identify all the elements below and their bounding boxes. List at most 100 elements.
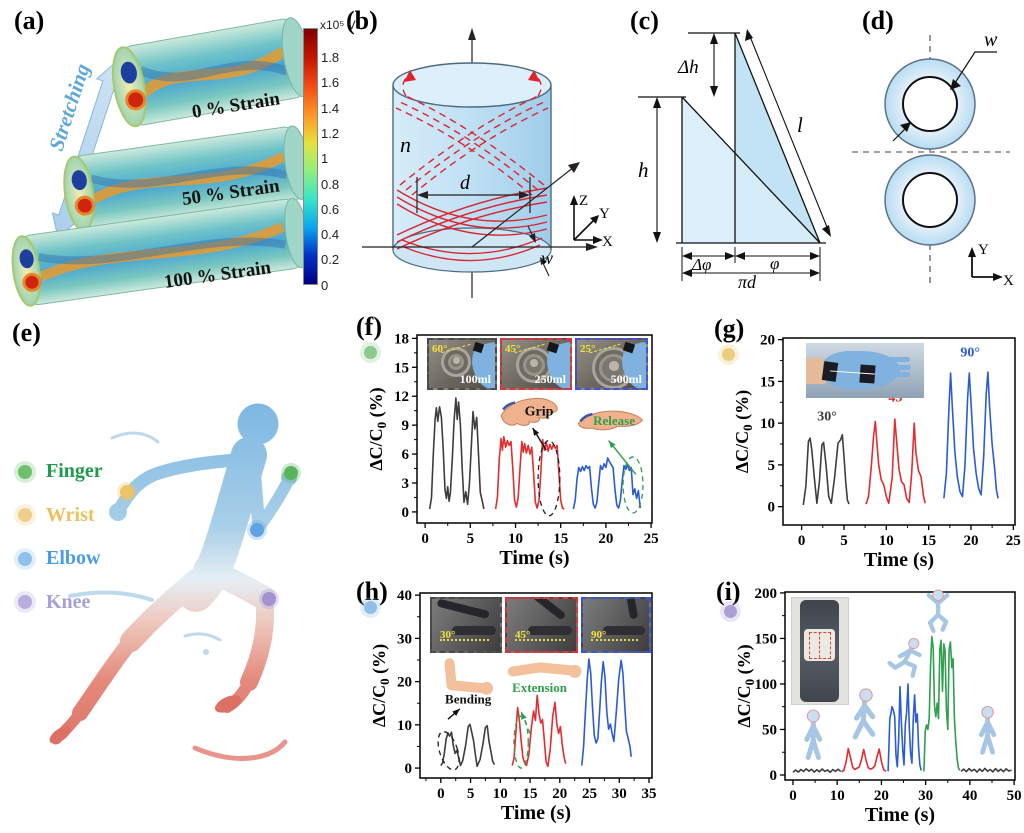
bent-arm-icon bbox=[444, 658, 494, 695]
colorbar-tick: 0.4 bbox=[321, 227, 340, 243]
beaker-highlight bbox=[609, 361, 619, 371]
inset-angle-label: 45° bbox=[505, 343, 521, 355]
runner-head bbox=[237, 403, 279, 445]
elbow-arm bbox=[518, 599, 567, 622]
extended-arm bbox=[507, 662, 576, 677]
arrow-head bbox=[608, 440, 616, 449]
finger-legend-label: Finger bbox=[46, 460, 103, 482]
stand-person-icon bbox=[804, 709, 823, 761]
y-tick-label: 30 bbox=[397, 631, 412, 647]
trace-standing-2 bbox=[960, 767, 1012, 773]
x-tick-label: 0 bbox=[421, 531, 429, 547]
elbow-arm bbox=[621, 599, 639, 621]
elbow-arm bbox=[436, 599, 490, 620]
angle-baseline bbox=[440, 638, 490, 641]
sensor-dots bbox=[117, 463, 301, 609]
y-tick-label: 12 bbox=[394, 389, 409, 405]
person-limb bbox=[985, 733, 995, 755]
x-tick-label: 25 bbox=[644, 531, 659, 547]
angle-baseline bbox=[515, 638, 565, 641]
x-tick-label: 15 bbox=[553, 531, 568, 547]
y-tick-label: 200 bbox=[755, 586, 778, 602]
legend-item-elbow: Elbow bbox=[18, 547, 100, 570]
x-tick-label: 10 bbox=[508, 531, 523, 547]
plot-frame bbox=[416, 334, 653, 524]
y-tick-label: 50 bbox=[762, 722, 777, 738]
panel-dot-h bbox=[364, 601, 377, 614]
colorbar-title: x10⁵ V bbox=[320, 18, 356, 32]
inset-volume-label: 250ml bbox=[534, 372, 566, 386]
inset-h-3: 90° bbox=[581, 597, 651, 653]
x-axis-title: Time (s) bbox=[865, 804, 935, 826]
trace-walking bbox=[841, 747, 887, 773]
inset-h-2: 45° bbox=[505, 597, 578, 653]
x-tick-label: 10 bbox=[830, 788, 845, 804]
sleeve-mark bbox=[579, 412, 593, 422]
trace-grip-100ml bbox=[428, 397, 485, 510]
x-tick-label: 30 bbox=[918, 788, 933, 804]
panel-b-schematic: Z Y X n d w bbox=[362, 28, 613, 298]
plot-frame bbox=[782, 337, 1016, 526]
knee-leg bbox=[799, 600, 840, 702]
grip-hand-shape bbox=[500, 397, 558, 426]
panel-dot-g bbox=[722, 348, 735, 361]
colorbar-tick: 1.2 bbox=[321, 125, 340, 141]
person-limb bbox=[927, 612, 941, 634]
bent-arm bbox=[444, 658, 489, 694]
x-axis-title: Time (s) bbox=[501, 802, 571, 824]
panel-letter-d: (d) bbox=[862, 6, 894, 35]
person-limb bbox=[935, 593, 950, 606]
elbow-legend-label: Elbow bbox=[46, 547, 101, 569]
panel-c-schematic: Δh h l Δφ φ πd bbox=[638, 29, 831, 292]
l-label: l bbox=[797, 113, 803, 137]
finger-legend-dot bbox=[18, 464, 32, 479]
run-person-icon bbox=[887, 637, 922, 678]
inset-volume-label: 500ml bbox=[610, 372, 642, 386]
person-head bbox=[981, 705, 994, 719]
x-tick-label: 30 bbox=[612, 786, 627, 802]
panel-letter-e: (e) bbox=[12, 318, 41, 347]
inset-f-2: 45° 250ml bbox=[500, 338, 572, 390]
y-tick-label: 3 bbox=[402, 476, 410, 492]
chart-h: 0 5 10 15 20 25 30 35 0 10 20 30 40 Time (s) ΔC/C0 (%)… bbox=[369, 588, 657, 824]
panel-letter-c: (c) bbox=[630, 6, 659, 35]
panel-letter-b: (b) bbox=[346, 6, 378, 35]
inset-volume-label: 100ml bbox=[459, 372, 491, 386]
trace-running bbox=[887, 683, 922, 772]
forearm-dark bbox=[602, 626, 646, 635]
colorbar-tick: 0.6 bbox=[321, 201, 340, 217]
y-tick-label: 0 bbox=[768, 500, 776, 516]
x-tick-label: 20 bbox=[874, 788, 889, 804]
legend-item-wrist: Wrist bbox=[18, 504, 95, 527]
person-limb bbox=[897, 648, 913, 659]
y-tick-label: 18 bbox=[394, 331, 409, 347]
axis-y-label-d: Y bbox=[978, 242, 989, 258]
jump-person-icon bbox=[926, 589, 950, 634]
person-head bbox=[932, 589, 944, 601]
calibration-midline bbox=[818, 631, 820, 658]
y-tick-label: 9 bbox=[402, 418, 410, 434]
panel-letter-g: (g) bbox=[714, 314, 745, 343]
plot-frame bbox=[419, 592, 653, 779]
knee-legend-label: Knee bbox=[46, 590, 91, 613]
person-limb bbox=[810, 723, 823, 742]
y-axis-title: ΔC/C0 (%) bbox=[732, 390, 755, 473]
legend-item-finger: Finger bbox=[18, 460, 103, 483]
trace-90deg bbox=[943, 371, 999, 499]
fabric-patch bbox=[803, 628, 836, 662]
person-limb bbox=[860, 718, 876, 737]
panel-letter-a: (a) bbox=[14, 6, 45, 35]
trail-swoosh bbox=[192, 739, 288, 761]
grip-hand-icon bbox=[500, 397, 558, 426]
inset-angle-label: 45° bbox=[515, 629, 531, 641]
y-tick-label: 15 bbox=[394, 360, 409, 376]
x-tick-label: 15 bbox=[523, 786, 538, 802]
trace-45deg bbox=[865, 418, 926, 505]
x-tick-label: 50 bbox=[1007, 788, 1022, 804]
hand-blob bbox=[480, 681, 494, 695]
chart-i: 0 10 20 30 40 50 0 50 100 150 200 Time (s) ΔC/C0 (%) bbox=[734, 586, 1022, 826]
y-tick-label: 0 bbox=[405, 761, 413, 777]
x-tick-label: 5 bbox=[840, 533, 848, 549]
x-tick-label: 35 bbox=[642, 786, 657, 802]
colorbar-tick: 1.6 bbox=[321, 75, 340, 91]
